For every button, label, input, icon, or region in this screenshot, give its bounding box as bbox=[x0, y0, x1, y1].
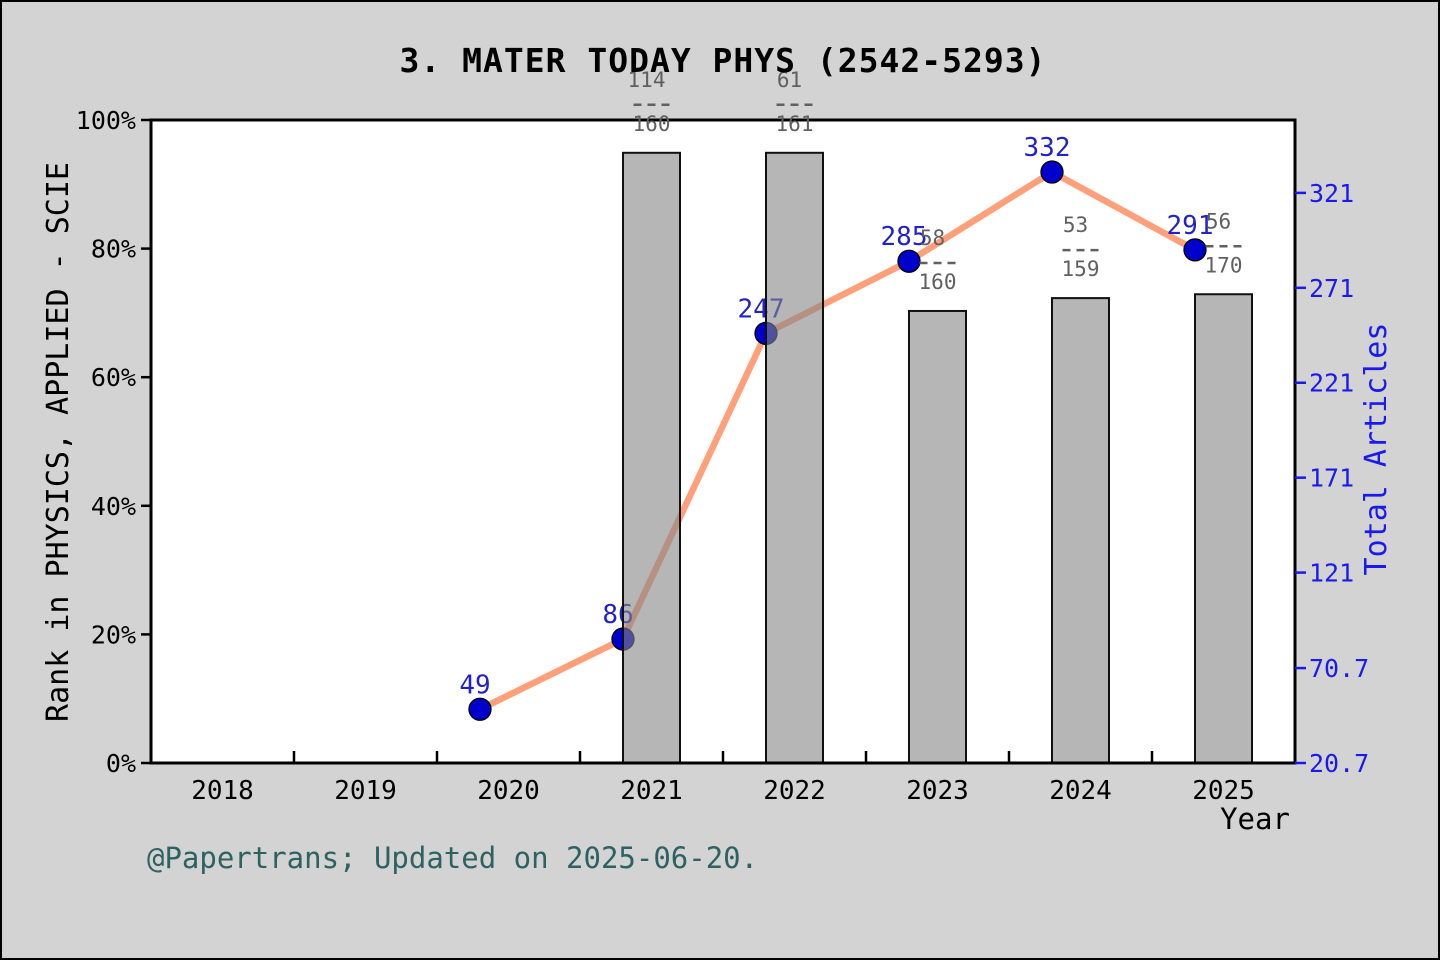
bar-2021 bbox=[622, 151, 681, 764]
year-label-2019: 2019 bbox=[334, 776, 397, 806]
rank-numerator-2023: 58 bbox=[920, 226, 945, 250]
x-axis-title: Year bbox=[1220, 802, 1290, 836]
data-point-2025 bbox=[1183, 238, 1207, 262]
rank-numerator-2024: 53 bbox=[1063, 213, 1088, 237]
data-point-2023 bbox=[897, 249, 921, 273]
year-label-2024: 2024 bbox=[1049, 776, 1112, 806]
rank-bars-layer bbox=[622, 151, 1253, 764]
rank-denominator-2025: 170 bbox=[1205, 253, 1243, 277]
rank-denominator-2021: 160 bbox=[633, 112, 671, 136]
year-label-2023: 2023 bbox=[906, 776, 969, 806]
year-label-2025: 2025 bbox=[1192, 776, 1255, 806]
axes-frame-layer bbox=[141, 118, 1306, 765]
right-tick-label: 70.7 bbox=[1309, 654, 1369, 683]
bar-2024 bbox=[1051, 297, 1110, 764]
rank-denominator-2024: 159 bbox=[1062, 257, 1100, 281]
right-axis-title: Total Articles bbox=[1359, 323, 1394, 576]
right-tick-label: 171 bbox=[1309, 464, 1354, 493]
value-label-2024: 332 bbox=[1024, 133, 1071, 163]
left-tick-label: 80% bbox=[91, 235, 136, 264]
left-tick-label: 100% bbox=[76, 106, 136, 135]
rank-fraction-layer: 114 160 61 161 58 160 53 159 56 170 bbox=[628, 68, 1243, 294]
value-label-2023: 285 bbox=[881, 222, 928, 252]
right-tick-label: 20.7 bbox=[1309, 749, 1369, 778]
bar-2025 bbox=[1194, 293, 1253, 764]
footer-note: @Papertrans; Updated on 2025-06-20. bbox=[147, 841, 758, 875]
plot-area bbox=[151, 120, 1295, 763]
bar-2022 bbox=[765, 151, 824, 764]
total-articles-line bbox=[476, 168, 1199, 713]
rank-numerator-2021: 114 bbox=[628, 68, 666, 92]
rank-numerator-2022: 61 bbox=[777, 68, 802, 92]
left-tick-label: 20% bbox=[91, 620, 136, 649]
left-tick-label: 60% bbox=[91, 363, 136, 392]
right-tick-label: 221 bbox=[1309, 369, 1354, 398]
left-tick-label: 0% bbox=[106, 749, 136, 778]
value-label-2020: 49 bbox=[459, 670, 490, 700]
year-label-2018: 2018 bbox=[191, 776, 254, 806]
left-tick-label: 40% bbox=[91, 492, 136, 521]
right-tick-label: 271 bbox=[1309, 274, 1354, 303]
data-point-2020 bbox=[468, 697, 492, 721]
year-label-2021: 2021 bbox=[620, 776, 683, 806]
bar-2023 bbox=[908, 309, 967, 764]
rank-denominator-2023: 160 bbox=[919, 270, 957, 294]
data-point-2024 bbox=[1040, 160, 1064, 184]
chart-title: 3. MATER TODAY PHYS (2542-5293) bbox=[400, 41, 1047, 80]
rank-numerator-2025: 56 bbox=[1206, 209, 1231, 233]
right-tick-label: 121 bbox=[1309, 559, 1354, 588]
year-label-2022: 2022 bbox=[763, 776, 826, 806]
value-label-2025: 291 bbox=[1167, 211, 1214, 241]
right-tick-label: 321 bbox=[1309, 179, 1354, 208]
year-label-2020: 2020 bbox=[477, 776, 540, 806]
left-axis-title: Rank in PHYSICS, APPLIED - SCIE bbox=[41, 162, 76, 722]
rank-denominator-2022: 161 bbox=[776, 112, 814, 136]
tick-labels-layer: 0% 20% 40% 60% 80% 100% 2018 2019 2020 2021 2022 20… bbox=[76, 106, 1369, 806]
